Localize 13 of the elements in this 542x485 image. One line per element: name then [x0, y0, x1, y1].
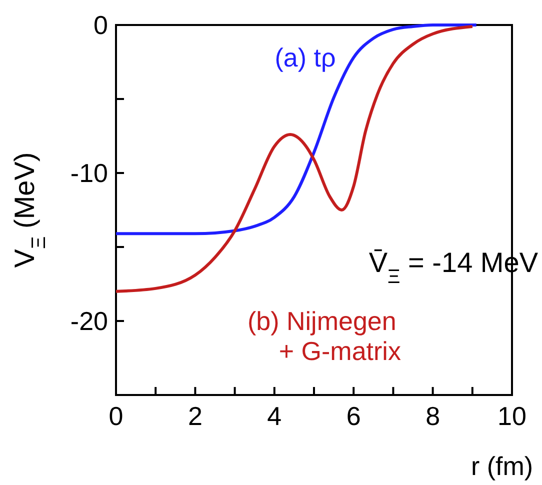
y-tick-label: 0 — [94, 10, 108, 40]
x-tick-label: 2 — [188, 401, 202, 431]
y-tick-label: -10 — [70, 158, 108, 188]
x-tick-label: 8 — [426, 401, 440, 431]
text: (b) Nijmegen + G-matrix — [248, 306, 401, 366]
line-series — [114, 24, 478, 236]
line-series — [114, 24, 474, 293]
x-tick-label: 6 — [346, 401, 361, 431]
x-axis-title: r (fm) — [470, 451, 534, 481]
y-tick-label: -20 — [70, 306, 108, 336]
x-tick-label: 10 — [498, 401, 526, 431]
series-label: (a) tρ — [274, 42, 336, 72]
x-tick-label: 4 — [267, 401, 282, 431]
